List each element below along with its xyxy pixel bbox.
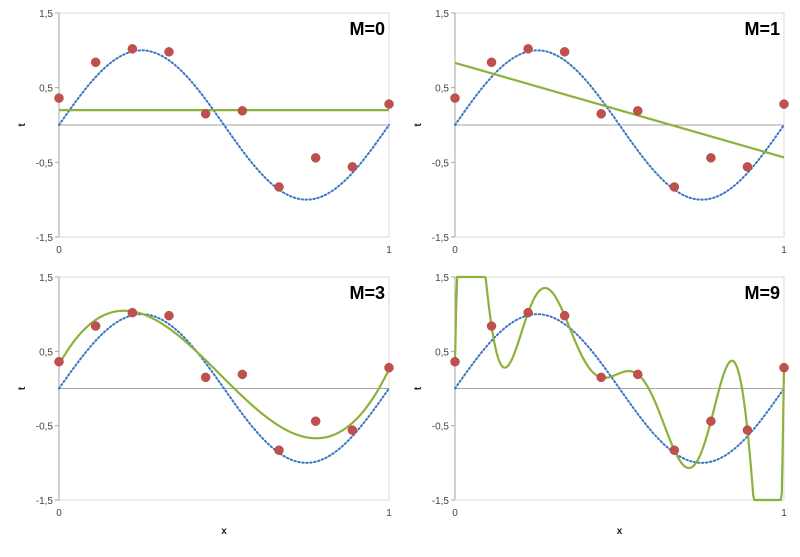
data-point — [347, 162, 358, 172]
true-function-curve — [58, 49, 390, 201]
data-point — [274, 182, 284, 192]
panel-m-3: 1,5 0,5 -0,5 -1,50 1 t x M=3 — [17, 273, 394, 537]
data-point — [706, 416, 716, 426]
y-tick-label: -1,5 — [36, 233, 54, 244]
true-function-curve — [58, 313, 390, 464]
data-point — [200, 109, 211, 119]
fitted-polynomial-curve — [58, 309, 390, 440]
x-tick-label: 0 — [56, 508, 62, 519]
y-tick-label: 0,5 — [435, 347, 449, 358]
y-tick-label: 1,5 — [435, 9, 449, 20]
y-tick-label: -1,5 — [432, 496, 450, 507]
data-point — [596, 372, 606, 383]
panel-title: M=3 — [349, 283, 385, 303]
y-axis-label: t — [413, 386, 424, 390]
data-point — [90, 57, 101, 68]
data-point — [384, 99, 394, 109]
true-function-curve — [454, 313, 785, 464]
data-point — [347, 425, 358, 435]
panel-m-9: 1,5 0,5 -0,5 -1,50 1 t x M=9 — [413, 273, 789, 537]
data-point — [486, 57, 497, 68]
y-tick-label: -0,5 — [432, 158, 450, 169]
data-point — [127, 44, 138, 54]
data-point — [742, 425, 753, 435]
data-point — [310, 416, 321, 426]
x-tick-label: 1 — [386, 245, 392, 256]
panel-title: M=1 — [744, 19, 780, 39]
y-tick-label: -0,5 — [36, 158, 54, 169]
data-point — [486, 321, 497, 331]
data-point — [54, 93, 64, 103]
data-point — [669, 445, 680, 455]
data-point — [523, 44, 533, 54]
true-function-curve — [454, 49, 785, 201]
y-tick-label: 0,5 — [39, 347, 53, 358]
data-point — [779, 99, 789, 109]
data-point — [237, 106, 248, 116]
data-point — [742, 162, 753, 172]
y-tick-label: 1,5 — [435, 273, 449, 284]
fitted-polynomial-curve — [454, 61, 785, 159]
data-point — [310, 153, 321, 163]
data-point — [274, 445, 284, 455]
panel-m-1: 1,5 0,5 -0,5 -1,50 1 t M=1 — [413, 9, 789, 256]
x-tick-label: 1 — [781, 245, 787, 256]
data-point — [450, 93, 460, 103]
y-tick-label: 0,5 — [435, 84, 449, 95]
x-axis-label: x — [617, 526, 623, 537]
data-point — [450, 356, 460, 367]
fitted-polynomial-curve — [453, 275, 786, 502]
data-point — [384, 362, 394, 373]
data-point — [559, 310, 570, 321]
data-point — [54, 356, 64, 367]
data-point — [90, 321, 101, 331]
data-point — [523, 307, 533, 318]
y-tick-label: -0,5 — [432, 422, 450, 433]
x-tick-label: 0 — [56, 245, 62, 256]
data-point — [779, 362, 789, 373]
y-tick-label: 0,5 — [39, 84, 53, 95]
x-tick-label: 0 — [452, 508, 458, 519]
y-tick-label: -1,5 — [432, 233, 450, 244]
data-point — [596, 109, 606, 119]
data-point — [559, 47, 570, 57]
data-point — [669, 182, 680, 192]
y-tick-label: -1,5 — [36, 496, 54, 507]
data-point — [164, 47, 174, 57]
panel-title: M=9 — [744, 283, 780, 303]
data-point — [127, 307, 138, 318]
y-axis-label: t — [17, 123, 28, 127]
panel-m-0: 1,5 0,5 -0,5 -1,50 1 t M=0 — [17, 9, 394, 256]
y-tick-label: 1,5 — [39, 9, 53, 20]
data-point — [633, 106, 643, 116]
data-point — [200, 372, 211, 383]
y-tick-label: 1,5 — [39, 273, 53, 284]
x-tick-label: 0 — [452, 245, 458, 256]
panel-title: M=0 — [349, 19, 385, 39]
data-point — [164, 310, 174, 321]
data-point — [237, 369, 248, 380]
y-tick-label: -0,5 — [36, 422, 54, 433]
x-tick-label: 1 — [781, 508, 787, 519]
x-tick-label: 1 — [386, 508, 392, 519]
data-point — [706, 153, 716, 163]
y-axis-label: t — [413, 123, 424, 127]
x-axis-label: x — [221, 526, 227, 537]
y-axis-label: t — [17, 386, 28, 390]
data-point — [633, 369, 643, 380]
